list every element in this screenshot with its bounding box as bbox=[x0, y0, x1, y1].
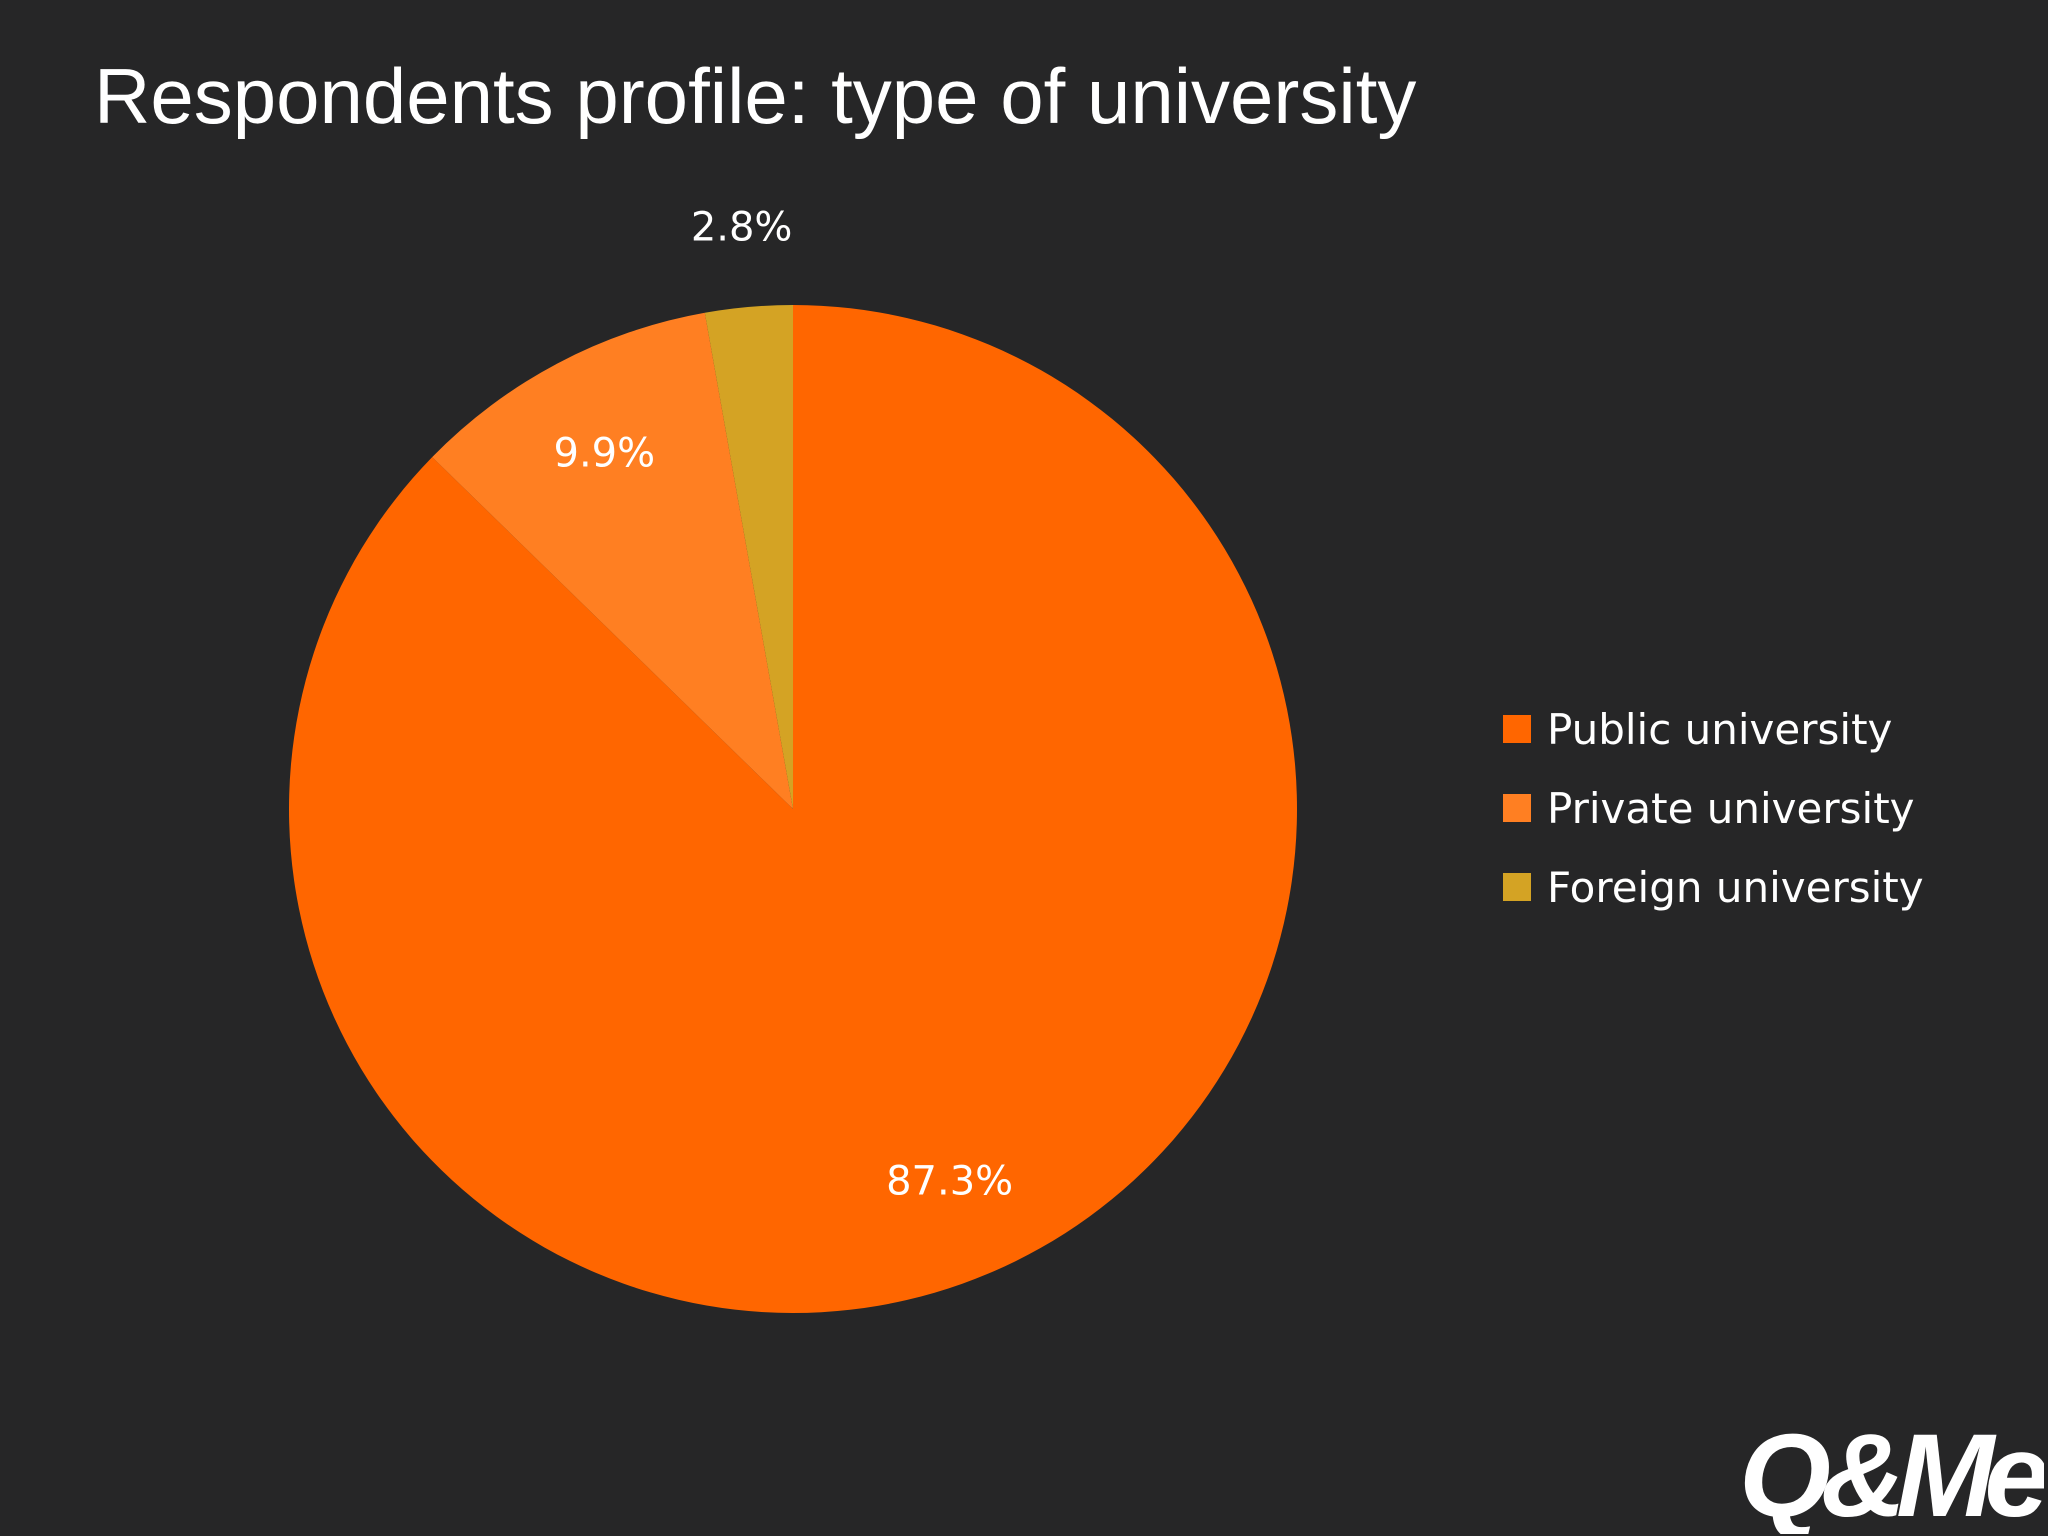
legend-label-private: Private university bbox=[1547, 783, 1915, 833]
chart-legend: Public university Private university For… bbox=[1503, 700, 1924, 937]
legend-item-public: Public university bbox=[1503, 700, 1924, 758]
pie-slice-foreign bbox=[704, 305, 793, 809]
logo-text: Q&Me bbox=[1744, 1410, 2044, 1534]
pie-slice-private bbox=[432, 312, 793, 809]
data-label-foreign: 2.8% bbox=[691, 205, 793, 251]
pie-slices bbox=[289, 305, 1297, 1313]
data-label-private: 9.9% bbox=[554, 431, 656, 477]
legend-swatch-foreign bbox=[1503, 873, 1531, 901]
legend-item-private: Private university bbox=[1503, 779, 1924, 837]
brand-logo: Q&Me bbox=[1744, 1410, 2044, 1534]
legend-item-foreign: Foreign university bbox=[1503, 858, 1924, 916]
legend-swatch-private bbox=[1503, 794, 1531, 822]
legend-label-public: Public university bbox=[1547, 704, 1893, 754]
legend-swatch-public bbox=[1503, 715, 1531, 743]
pie-data-labels: 87.3% 9.9% 2.8% bbox=[554, 205, 1014, 1205]
page-title: Respondents profile: type of university bbox=[94, 52, 1417, 140]
legend-label-foreign: Foreign university bbox=[1547, 862, 1924, 912]
data-label-public: 87.3% bbox=[886, 1159, 1013, 1205]
